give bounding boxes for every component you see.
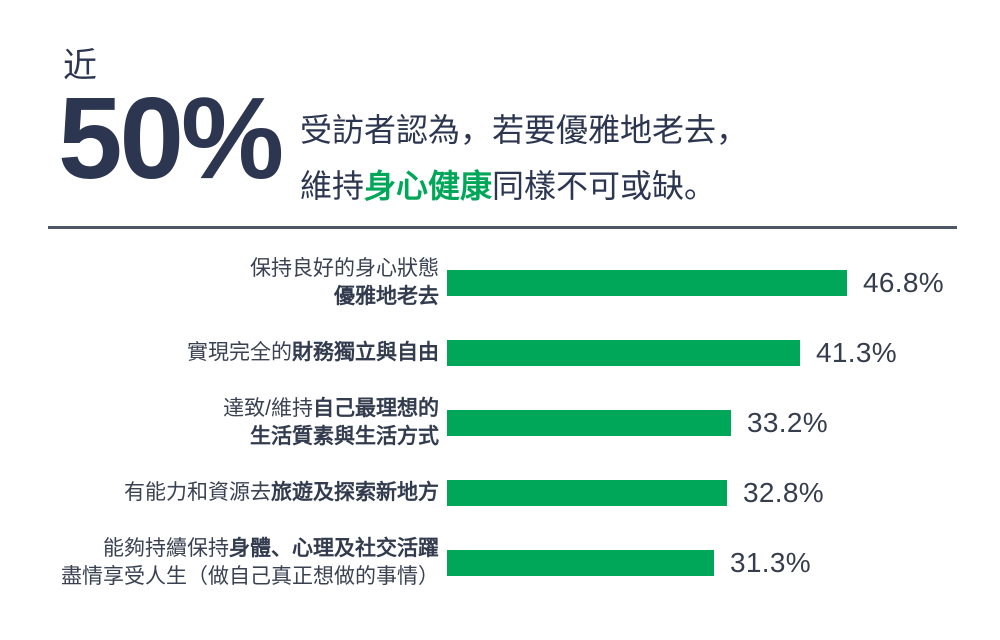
bar-label-line: 達致/維持自己最理想的 [223,397,439,420]
bar-value: 32.8% [743,477,824,508]
bar-row: 實現完全的財務獨立與自由 41.3% [48,337,1000,369]
bar-area: 31.3% [447,547,1000,579]
bar [447,550,714,576]
bar-area: 33.2% [447,407,1000,439]
bar-label-line: 能夠持續保持身體、心理及社交活躍 [103,537,439,560]
bar-label-line: 盡情享受人生（做自己真正想做的事情） [61,565,439,588]
headline-line2-post: 同樣不可或缺。 [492,168,717,204]
bar-label: 達致/維持自己最理想的生活質素與生活方式 [48,395,447,451]
bar-label: 能夠持續保持身體、心理及社交活躍盡情享受人生（做自己真正想做的事情） [48,535,447,591]
bar [447,480,727,506]
bar-area: 32.8% [447,477,1000,509]
bar-label-line: 有能力和資源去旅遊及探索新地方 [124,481,439,504]
bar-value: 33.2% [747,407,828,438]
bar-label: 有能力和資源去旅遊及探索新地方 [48,479,447,507]
header: 近 50% 受訪者認為，若要優雅地老去， 維持身心健康同樣不可或缺。 [0,0,1000,229]
bar-label-line: 保持良好的身心狀態 [250,257,439,280]
headline-highlight: 身心健康 [364,168,493,204]
stat-prefix: 近 [63,47,97,85]
bar-row: 達致/維持自己最理想的生活質素與生活方式 33.2% [48,395,1000,451]
bar-area: 46.8% [447,267,1000,299]
bar-row: 有能力和資源去旅遊及探索新地方 32.8% [48,477,1000,509]
headline: 受訪者認為，若要優雅地老去， 維持身心健康同樣不可或缺。 [300,102,748,214]
bar [447,410,731,436]
bar-label: 保持良好的身心狀態優雅地老去 [48,255,447,311]
bar [447,340,800,366]
bar-area: 41.3% [447,337,1000,369]
divider [48,226,957,229]
headline-line1: 受訪者認為，若要優雅地老去， [300,112,749,148]
bar-label: 實現完全的財務獨立與自由 [48,339,447,367]
bar-value: 46.8% [863,267,944,298]
bar-label-line: 生活質素與生活方式 [250,425,439,448]
bar-value: 31.3% [730,547,811,578]
bar-row: 能夠持續保持身體、心理及社交活躍盡情享受人生（做自己真正想做的事情） 31.3% [48,535,1000,591]
headline-line2-pre: 維持 [300,168,365,204]
bar-value: 41.3% [816,337,897,368]
bar-label-line: 實現完全的財務獨立與自由 [187,341,439,364]
big-stat: 50% [58,73,284,203]
bar [447,270,847,296]
bar-label-line: 優雅地老去 [334,285,439,308]
bar-chart: 保持良好的身心狀態 優雅地老去 46.8% 實現完全的財務獨立與自由 41.3% … [0,227,1000,591]
headline-line2: 維持身心健康同樣不可或缺。 [300,158,748,214]
bar-row: 保持良好的身心狀態優雅地老去 46.8% [48,255,1000,311]
